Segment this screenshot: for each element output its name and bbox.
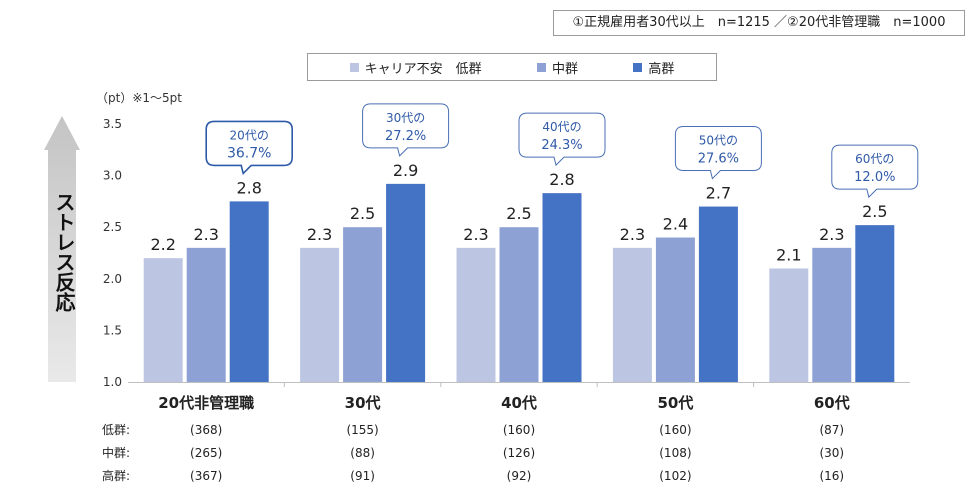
callout-line2: 24.3%: [541, 138, 582, 153]
sample-count: (108): [659, 446, 691, 460]
sample-count: (367): [190, 469, 222, 483]
sample-count: (160): [659, 423, 691, 437]
sample-count: (126): [503, 446, 535, 460]
data-label: 2.1: [776, 245, 801, 264]
category-label: 20代非管理職: [158, 394, 254, 412]
legend-swatch: [349, 62, 359, 72]
callout-shape: [362, 103, 450, 157]
bar: [698, 206, 738, 382]
bar: [769, 268, 809, 382]
legend-swatch: [536, 62, 546, 72]
bar: [386, 183, 426, 382]
y-axis-title: ストレス反応: [52, 192, 76, 313]
category-label: 40代: [501, 394, 537, 412]
y-tick-label: 3.5: [103, 117, 122, 131]
legend-label: キャリア不安 低群: [364, 61, 482, 77]
bar: [186, 247, 226, 382]
y-tick-label: 2.0: [103, 272, 122, 286]
bar: [612, 247, 652, 382]
data-label: 2.3: [193, 225, 218, 244]
legend-label: 中群: [551, 61, 578, 77]
y-tick-label: 2.5: [103, 220, 122, 234]
legend-swatch: [633, 62, 643, 72]
y-axis-arrow: [44, 116, 80, 382]
callout-line2: 27.6%: [698, 152, 739, 167]
legend-item-3: 高群: [633, 58, 674, 77]
callout-bubble: 60代の 12.0%: [831, 144, 919, 199]
callout-shape: [674, 126, 762, 180]
count-row-label: 中群:: [102, 445, 130, 460]
callout-line1: 50代の: [699, 134, 738, 148]
callout-bubble: 40代の 24.3%: [518, 112, 606, 167]
bar: [343, 227, 383, 382]
data-label: 2.4: [663, 215, 688, 234]
callout-shape: [518, 112, 606, 167]
y-tick-label: 1.5: [103, 323, 122, 337]
category-label: 30代: [345, 394, 381, 412]
callout-line1: 30代の: [386, 111, 425, 125]
bar: [456, 247, 496, 382]
callout-line2: 12.0%: [854, 170, 895, 185]
sample-count: (160): [503, 423, 535, 437]
data-label: 2.3: [307, 225, 332, 244]
bar: [300, 247, 340, 382]
category-label: 60代: [814, 394, 850, 412]
data-label: 2.3: [620, 225, 645, 244]
data-label: 2.5: [350, 204, 375, 223]
sample-count: (155): [346, 423, 378, 437]
callout-bubble: 50代の 27.6%: [674, 126, 762, 180]
callout-shape: [205, 120, 293, 175]
data-label: 2.5: [862, 202, 887, 221]
y-tick-label: 1.0: [103, 375, 122, 389]
sample-count: (91): [350, 469, 375, 483]
sample-count: (102): [659, 469, 691, 483]
sample-count: (30): [819, 446, 844, 460]
legend-item-1: キャリア不安 低群: [349, 58, 482, 77]
callout-line2: 27.2%: [385, 129, 426, 144]
legend-label: 高群: [648, 61, 675, 77]
data-label: 2.2: [150, 235, 175, 254]
count-row-label: 高群:: [102, 468, 130, 483]
callout-line1: 40代の: [542, 120, 581, 134]
callout-line1: 20代の: [230, 128, 269, 142]
count-row-label: 低群:: [102, 423, 130, 437]
bar: [499, 227, 539, 382]
bar: [812, 247, 852, 382]
data-label: 2.5: [506, 204, 531, 223]
unit-label: （pt）※1～5pt: [96, 91, 182, 105]
legend-item-2: 中群: [536, 58, 578, 77]
data-label: 2.3: [819, 225, 844, 244]
sample-count: (16): [819, 469, 844, 483]
callout-bubble: 30代の 27.2%: [362, 103, 450, 157]
data-label: 2.8: [236, 178, 261, 197]
callout-line1: 60代の: [855, 152, 894, 166]
sample-count: (88): [350, 446, 375, 460]
data-label: 2.3: [463, 225, 488, 244]
sample-count: (92): [507, 469, 532, 483]
sample-size-note: ①正規雇用者30代以上 n=1215 ／②20代非管理職 n=1000: [553, 10, 965, 36]
bar: [655, 237, 695, 382]
bar: [143, 258, 183, 382]
category-label: 50代: [657, 394, 693, 412]
sample-count: (368): [190, 423, 222, 437]
y-tick-label: 3.0: [103, 169, 122, 183]
callout-shape: [831, 144, 919, 199]
callout-line2: 36.7%: [227, 145, 271, 161]
data-label: 2.8: [549, 170, 574, 189]
sample-count: (87): [819, 423, 844, 437]
data-label: 2.7: [706, 184, 731, 203]
bar: [542, 193, 582, 382]
chart-legend: キャリア不安 低群 中群 高群: [307, 53, 717, 81]
bar: [229, 201, 269, 382]
callout-bubble: 20代の 36.7%: [205, 120, 293, 175]
sample-count: (265): [190, 446, 222, 460]
bar: [855, 225, 895, 382]
data-label: 2.9: [393, 161, 418, 180]
